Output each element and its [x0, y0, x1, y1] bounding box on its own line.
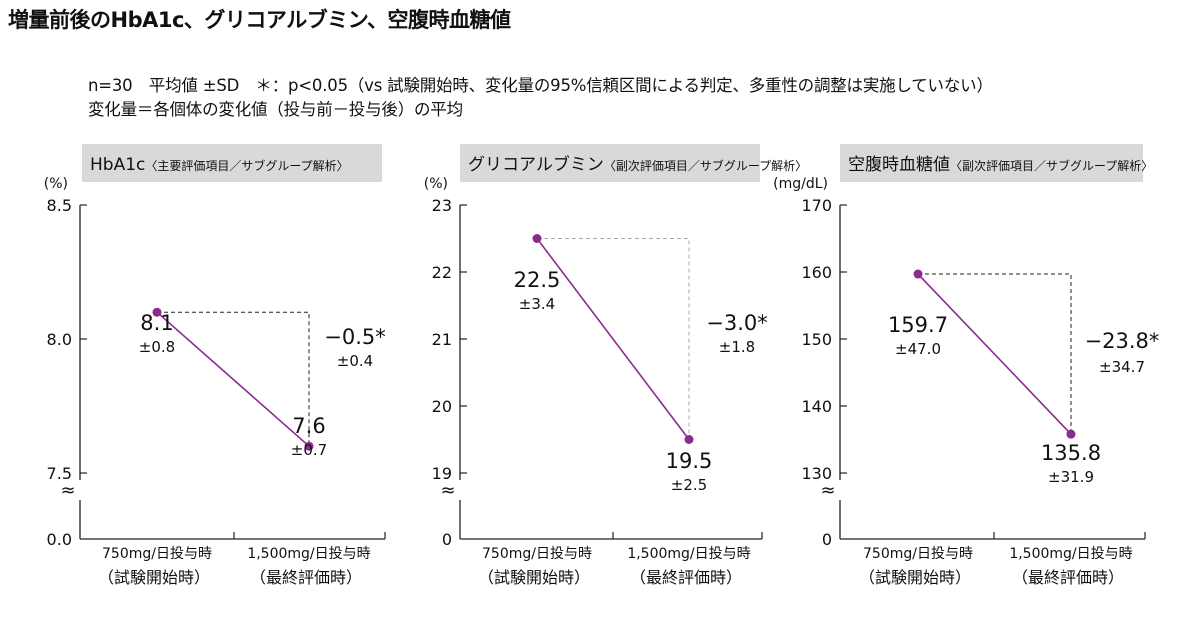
y-tick-label: 7.5: [47, 464, 72, 483]
change-guide-line: [157, 311, 310, 447]
chart-header-box: [840, 144, 1143, 182]
y-tick-label-baseline: 0: [442, 530, 452, 549]
data-label-sd: ±47.0: [895, 340, 941, 358]
data-point-end: [1066, 429, 1076, 439]
y-axis-unit: (mg/dL): [773, 176, 828, 192]
series-line: [917, 273, 1072, 435]
data-label-sd: ±2.5: [671, 476, 707, 494]
data-label-value: 19.5: [666, 449, 713, 473]
change-sd-label: ±34.7: [1099, 358, 1145, 376]
y-tick-label: 170: [801, 196, 832, 215]
data-point-start: [913, 269, 923, 279]
data-point-end: [684, 435, 694, 444]
chart-header-title: 空腹時血糖値〈副次評価項目／サブグループ解析〉: [848, 155, 1153, 175]
y-tick-label: 19: [432, 464, 452, 483]
chart-header-box: [460, 144, 760, 182]
axis-break-symbol: ≈: [60, 480, 75, 501]
data-label-value: 7.6: [292, 414, 325, 438]
chart-header-subtitle: 〈副次評価項目／サブグループ解析〉: [604, 158, 807, 173]
series-line: [156, 311, 310, 447]
y-tick-label: 8.0: [47, 330, 72, 349]
chart-header-title: HbA1c〈主要評価項目／サブグループ解析〉: [90, 155, 349, 175]
chart-header-title: グリコアルブミン〈副次評価項目／サブグループ解析〉: [468, 154, 807, 175]
x-tick-label-sub: （最終評価時）: [250, 568, 362, 587]
x-tick-label-sub: （試験開始時）: [478, 568, 590, 587]
change-sd-label: ±1.8: [719, 338, 755, 356]
y-tick-label: 130: [801, 464, 832, 483]
data-point-end: [304, 441, 314, 451]
x-tick-label-sub: （試験開始時）: [98, 568, 210, 587]
chart-header-subtitle: 〈副次評価項目／サブグループ解析〉: [950, 158, 1153, 173]
y-tick-label: 22: [432, 263, 452, 282]
chart-header-box: [82, 144, 382, 182]
change-guide-line: [537, 238, 690, 440]
data-label-value: 8.1: [140, 311, 173, 335]
x-tick-label: 1,500mg/日投与時: [627, 546, 750, 562]
x-tick-label: 750mg/日投与時: [482, 546, 592, 562]
y-axis-unit: (%): [44, 176, 68, 192]
series-line: [536, 238, 690, 440]
x-tick-label-sub: （最終評価時）: [630, 568, 742, 587]
y-tick-label: 160: [801, 263, 832, 282]
footnote-stats: n=30 平均値 ±SD ＊：p<0.05（vs 試験開始時、変化量の95%信頼…: [88, 76, 993, 95]
x-tick-label: 750mg/日投与時: [863, 546, 973, 562]
data-label-value: 22.5: [514, 268, 561, 292]
y-tick-label-baseline: 0.0: [47, 530, 72, 549]
data-label-sd: ±0.8: [139, 338, 175, 356]
data-label-value: 159.7: [888, 313, 948, 337]
axis-break-symbol: ≈: [440, 480, 455, 501]
x-tick-label-sub: （最終評価時）: [1012, 568, 1124, 587]
y-tick-label: 21: [432, 330, 452, 349]
data-label-sd: ±31.9: [1048, 468, 1094, 486]
chart-header-subtitle: 〈主要評価項目／サブグループ解析〉: [145, 158, 348, 173]
y-tick-label: 150: [801, 330, 832, 349]
y-tick-label: 20: [432, 397, 452, 416]
x-tick-label: 1,500mg/日投与時: [1009, 546, 1132, 562]
page-title: 増量前後のHbA1c、グリコアルブミン、空腹時血糖値: [8, 8, 511, 32]
change-guide-line: [918, 273, 1072, 435]
change-label: −0.5*: [324, 325, 386, 349]
y-tick-label: 23: [432, 196, 452, 215]
x-tick-label-sub: （試験開始時）: [859, 568, 971, 587]
data-label-value: 135.8: [1041, 441, 1101, 465]
y-axis-unit: (%): [424, 176, 448, 192]
data-point-start: [532, 234, 542, 243]
footnote-change-definition: 変化量＝各個体の変化値（投与前－投与後）の平均: [88, 100, 463, 119]
data-point-start: [152, 307, 162, 317]
y-tick-label: 140: [801, 397, 832, 416]
change-label: −23.8*: [1085, 329, 1160, 353]
change-label: −3.0*: [706, 311, 768, 335]
data-label-sd: ±3.4: [519, 295, 555, 313]
x-tick-label: 750mg/日投与時: [102, 546, 212, 562]
data-label-sd: ±0.7: [291, 441, 327, 459]
change-sd-label: ±0.4: [337, 352, 373, 370]
axis-break-symbol: ≈: [820, 480, 835, 501]
y-tick-label-baseline: 0: [822, 530, 832, 549]
x-tick-label: 1,500mg/日投与時: [247, 546, 370, 562]
y-tick-label: 8.5: [47, 196, 72, 215]
